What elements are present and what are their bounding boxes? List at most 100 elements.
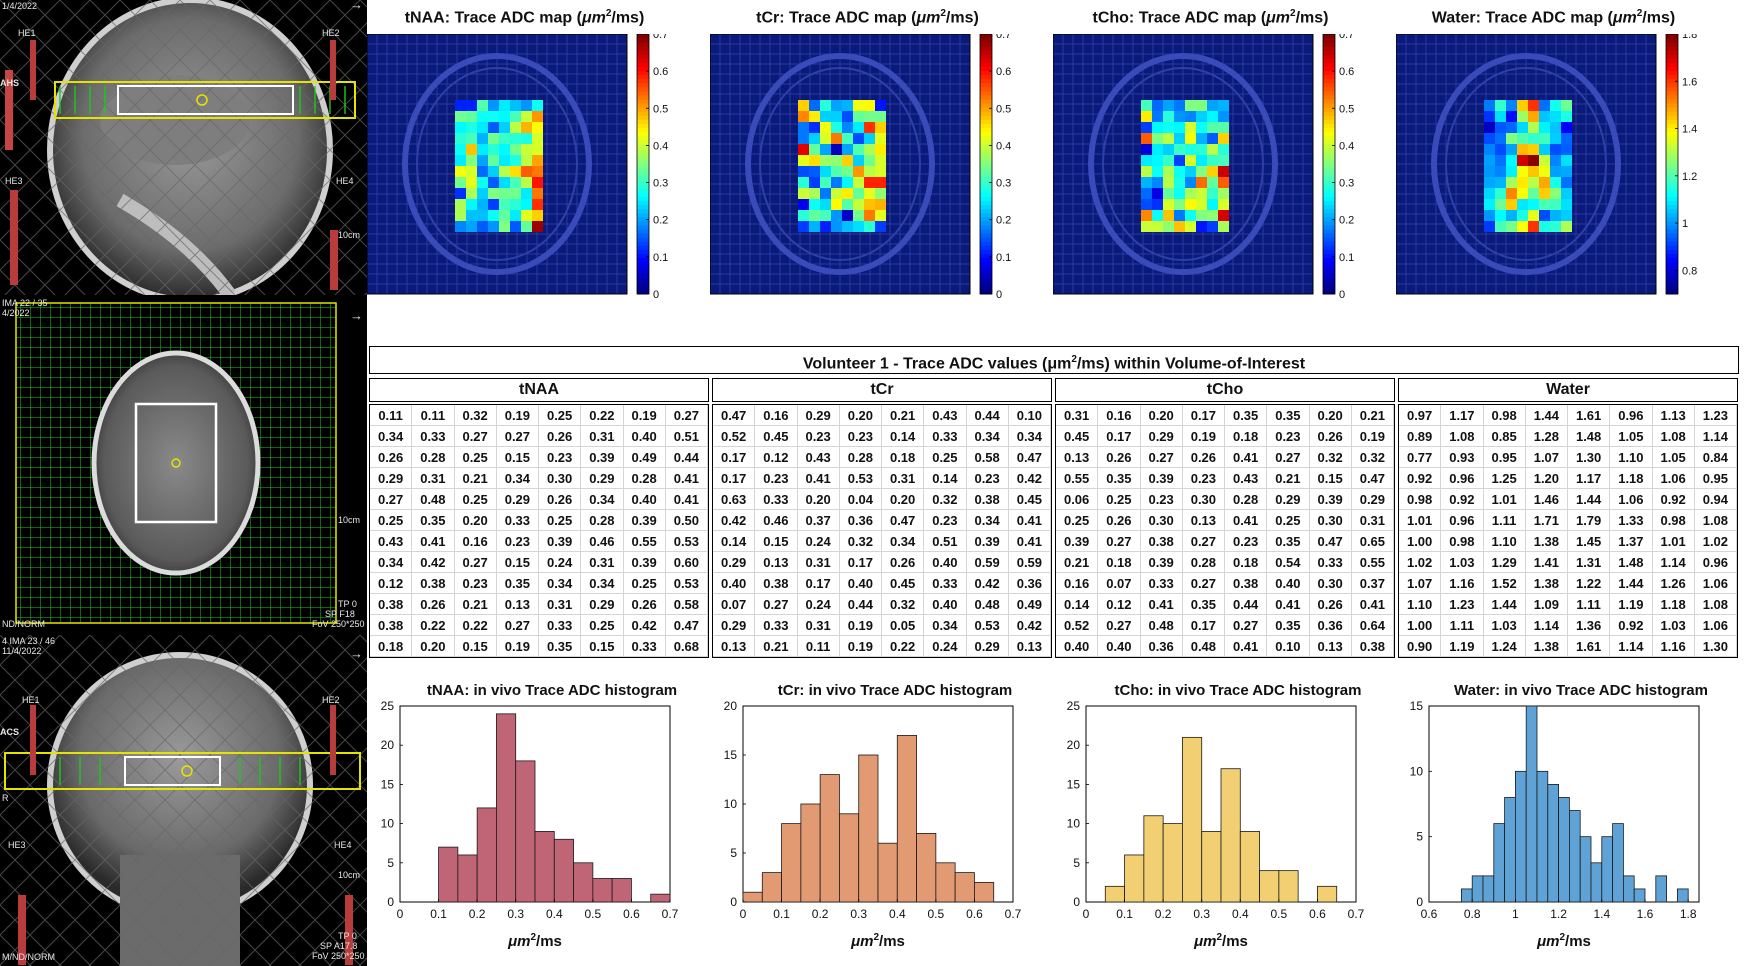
x-axis-label-mu: μm (1193, 933, 1216, 950)
sagittal-arrow-icon[interactable]: → (350, 0, 363, 12)
colorbar-segment (637, 176, 649, 181)
table-cell: 0.27 (454, 552, 497, 573)
colorbar-segment (1323, 172, 1335, 177)
voxel (831, 100, 842, 111)
colorbar-segment (1666, 192, 1678, 197)
table-cell: 0.23 (924, 510, 967, 531)
table-cell: 0.49 (1008, 594, 1051, 615)
voxel (1550, 177, 1561, 188)
voxel (842, 155, 853, 166)
voxel (499, 111, 510, 122)
voxel (466, 177, 477, 188)
table-cell: 0.21 (755, 636, 798, 657)
axial-localizer: IMA 22 / 35 4/2022 10cm ND/NORM TP 0 SP … (0, 297, 367, 633)
voxel (853, 111, 864, 122)
table-cell: 0.92 (1441, 489, 1484, 510)
table-cell: 0.47 (665, 615, 708, 636)
histogram-title: tCho: in vivo Trace ADC histogram (1114, 682, 1362, 699)
colorbar-segment (637, 188, 649, 193)
table-cell: 1.06 (1652, 468, 1695, 489)
colorbar-segment (980, 281, 992, 287)
colorbar-segment (637, 38, 649, 43)
voxel (809, 199, 820, 210)
voxel (510, 133, 521, 144)
histogram-bar (781, 823, 802, 903)
voxel (1561, 144, 1572, 155)
table-cell: 0.33 (496, 510, 539, 531)
axial-ima: IMA 22 / 35 (2, 298, 48, 308)
voxel (1152, 188, 1163, 199)
table-cell: 0.21 (1267, 468, 1310, 489)
voxel (809, 122, 820, 133)
colorbar-segment (1323, 164, 1335, 169)
colorbar-segment (1666, 180, 1678, 185)
voxel (1539, 166, 1550, 177)
table-cell: 0.16 (755, 405, 798, 426)
x-tick-label: 0.4 (546, 907, 563, 921)
table-cell: 0.41 (1225, 447, 1268, 468)
table-cell: 0.38 (370, 615, 413, 636)
axial-arrow-icon[interactable]: → (350, 308, 363, 323)
map-title: tCho: Trace ADC map (μm2/ms) (1092, 8, 1329, 27)
coronal-arrow-icon[interactable]: → (350, 646, 363, 661)
colorbar-segment (980, 208, 992, 214)
table-cell: 0.43 (1225, 468, 1268, 489)
table-cell: 0.25 (454, 447, 497, 468)
table-cell: 0.39 (1056, 531, 1099, 552)
coronal-letter: R (2, 793, 9, 803)
voxel (1152, 155, 1163, 166)
sagittal-he1: HE1 (18, 28, 36, 38)
voxel (820, 177, 831, 188)
sagittal-side: AHS (0, 78, 20, 88)
voxel (875, 144, 886, 155)
table-cell: 0.21 (454, 468, 497, 489)
table-cell: 0.28 (581, 510, 624, 531)
voxel (820, 111, 831, 122)
colorbar-segment (1666, 241, 1678, 246)
map-frame (367, 34, 628, 295)
histogram-bar (1579, 836, 1592, 903)
voxel (1196, 155, 1207, 166)
voxel (864, 177, 875, 188)
table-cell: 0.47 (1309, 531, 1352, 552)
table-cell: 0.28 (839, 447, 882, 468)
voxel (466, 166, 477, 177)
colorbar-segment (1323, 289, 1335, 295)
colorbar-segment (980, 172, 992, 177)
voxel (488, 221, 499, 232)
voxel (1163, 122, 1174, 133)
table-cell: 0.23 (755, 468, 798, 489)
sagittal-localizer: 1/4/2022 HE1 HE2 HE3 HE4 AHS 10cm → (0, 0, 367, 295)
table-cell: 1.11 (1568, 594, 1611, 615)
voxel (488, 210, 499, 221)
table-cell: 0.59 (966, 552, 1009, 573)
voxel (1218, 100, 1229, 111)
x-tick-label: 0.2 (1155, 907, 1172, 921)
y-tick-label: 0 (387, 895, 394, 909)
colorbar-segment (1323, 58, 1335, 63)
y-tick-label: 10 (724, 797, 738, 811)
voxel (1506, 221, 1517, 232)
voxel (831, 133, 842, 144)
voxel (532, 221, 543, 232)
table-cell: 0.18 (1225, 552, 1268, 573)
table-cell: 0.28 (623, 468, 666, 489)
voxel (1506, 100, 1517, 111)
table-cell: 0.31 (581, 426, 624, 447)
colorbar-segment (1323, 82, 1335, 88)
table-cell: 1.06 (1694, 615, 1737, 636)
voxel (499, 188, 510, 199)
table-cell: 0.15 (496, 552, 539, 573)
table-cell: 0.34 (966, 510, 1009, 531)
colorbar-segment (1666, 46, 1678, 51)
table-cell: 0.98 (1441, 531, 1484, 552)
table-cell: 0.55 (1056, 468, 1099, 489)
x-tick-label: 0.5 (1271, 907, 1288, 921)
table-cell: 0.31 (882, 468, 925, 489)
colorbar-segment (1666, 127, 1678, 132)
table-cell: 0.13 (1309, 636, 1352, 657)
table-cell: 0.19 (839, 615, 882, 636)
table-cell: 0.45 (882, 573, 925, 594)
table-cell: 0.36 (839, 510, 882, 531)
table-cell: 0.42 (623, 615, 666, 636)
